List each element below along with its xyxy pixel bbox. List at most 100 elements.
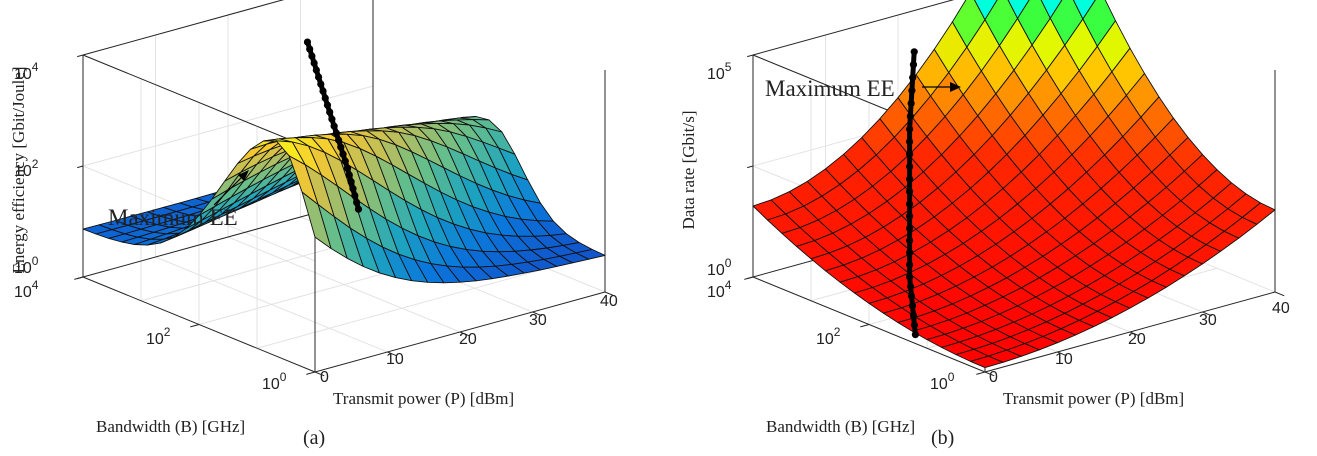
b-max-ee-point bbox=[908, 302, 917, 310]
a-max-ee-point bbox=[326, 108, 334, 116]
a-max-ee-point bbox=[306, 45, 314, 53]
b-max-ee-point bbox=[906, 112, 914, 120]
chart-a-caption: (a) bbox=[303, 427, 325, 449]
a-max-ee-point bbox=[319, 87, 327, 95]
a-surface-cell bbox=[575, 248, 606, 260]
b-ytick bbox=[976, 371, 986, 375]
b-xtick bbox=[984, 371, 995, 377]
b-max-ee-point bbox=[906, 188, 914, 196]
a-xtick bbox=[532, 311, 542, 317]
chart-a-annotation: Maximum EE bbox=[108, 205, 238, 230]
chart-a-ytick-label-1: 102 bbox=[146, 325, 171, 348]
b-max-ee-point bbox=[906, 282, 915, 291]
a-max-ee-point bbox=[343, 164, 352, 172]
a-max-ee-point bbox=[321, 94, 329, 102]
b-max-ee-point bbox=[906, 138, 914, 146]
chart-b-xtick-label-3: 30 bbox=[1199, 312, 1217, 329]
a-max-ee-point bbox=[332, 129, 340, 137]
a-max-ee-point bbox=[341, 157, 349, 165]
b-ztick bbox=[747, 54, 754, 58]
chart-b-xlabel: Transmit power (P) [dBm] bbox=[1003, 389, 1184, 408]
chart-a-xtick-label-3: 30 bbox=[529, 312, 547, 329]
chart-a-surface bbox=[82, 116, 606, 284]
b-max-ee-point bbox=[908, 86, 916, 95]
a-max-ee-point bbox=[339, 150, 347, 158]
chart-b: 105 100 104 102 100 0 10 20 30 40 Data r… bbox=[679, 0, 1290, 449]
b-xtick bbox=[1057, 351, 1067, 357]
b-xtick bbox=[1274, 291, 1285, 297]
b-xtick bbox=[1202, 311, 1212, 317]
a-max-ee-point bbox=[317, 80, 325, 88]
b-max-ee-point bbox=[906, 261, 914, 269]
chart-a-annotation-arrow bbox=[213, 173, 246, 206]
chart-a: 104 102 100 104 102 100 0 10 20 30 40 En… bbox=[9, 0, 618, 449]
b-ztick bbox=[747, 276, 754, 280]
chart-a-annotation-arrowhead bbox=[238, 170, 249, 181]
a-box-edge bbox=[82, 54, 316, 151]
a-xtick bbox=[387, 351, 397, 357]
a-max-ee-point bbox=[328, 115, 336, 123]
b-max-ee-point bbox=[906, 150, 914, 158]
b-max-ee-point bbox=[906, 175, 914, 183]
a-max-ee-point bbox=[334, 136, 343, 144]
b-max-ee-point bbox=[906, 163, 914, 171]
chart-b-xtick-label-2: 20 bbox=[1128, 331, 1146, 348]
chart-a-xtick-label-4: 40 bbox=[600, 293, 618, 310]
chart-a-xtick-label-1: 10 bbox=[386, 351, 404, 368]
chart-a-xtick-label-2: 20 bbox=[459, 331, 477, 348]
a-xtick bbox=[604, 291, 615, 297]
a-ytick bbox=[306, 371, 316, 375]
b-max-ee-point bbox=[906, 212, 914, 220]
chart-b-annotation: Maximum EE bbox=[765, 76, 895, 101]
a-max-ee-point bbox=[312, 66, 320, 74]
a-ztick bbox=[77, 165, 84, 169]
b-max-ee-point bbox=[911, 331, 920, 339]
chart-a-ytick-label-0: 100 bbox=[262, 370, 287, 393]
b-ytick bbox=[860, 324, 870, 328]
a-xtick bbox=[459, 331, 470, 337]
a-ztick bbox=[77, 276, 84, 280]
a-max-ee-point bbox=[310, 59, 318, 67]
b-box-edge bbox=[752, 0, 955, 56]
chart-b-ylabel: Bandwidth (B) [GHz] bbox=[766, 417, 915, 436]
b-max-ee-point bbox=[906, 125, 914, 133]
b-max-ee-point bbox=[907, 99, 915, 108]
b-xtick bbox=[1129, 331, 1140, 337]
b-max-ee-point bbox=[906, 200, 914, 208]
a-max-ee-point bbox=[330, 122, 338, 130]
chart-b-ytick-label-1: 102 bbox=[816, 325, 841, 348]
b-max-ee-point bbox=[906, 249, 914, 257]
b-surface-cell bbox=[1040, 0, 1063, 19]
chart-b-ztick-label-0: 100 bbox=[707, 256, 732, 279]
chart-b-xtick-label-0: 0 bbox=[989, 369, 998, 386]
a-grid-floor-y bbox=[256, 267, 548, 349]
b-max-ee-point bbox=[909, 74, 917, 82]
chart-b-zlabel: Data rate [Gbit/s] bbox=[679, 111, 698, 230]
chart-b-ytick-label-2: 104 bbox=[707, 278, 732, 301]
a-max-ee-point bbox=[347, 178, 355, 186]
chart-a-xtick-label-0: 0 bbox=[320, 369, 329, 386]
chart-b-annotation-arrowhead bbox=[950, 82, 961, 92]
chart-b-surface bbox=[752, 0, 1276, 369]
b-max-ee-point bbox=[906, 236, 914, 245]
b-max-ee-point bbox=[910, 48, 918, 56]
a-max-ee-point bbox=[303, 38, 312, 46]
a-max-ee-point bbox=[314, 73, 323, 81]
chart-b-max-ee-curve bbox=[906, 48, 920, 339]
chart-a-ylabel: Bandwidth (B) [GHz] bbox=[96, 417, 245, 436]
chart-a-xlabel: Transmit power (P) [dBm] bbox=[333, 389, 514, 408]
a-ytick bbox=[190, 324, 200, 328]
chart-a-ytick-label-2: 104 bbox=[14, 278, 39, 301]
a-box-edge bbox=[82, 0, 285, 56]
a-ztick bbox=[77, 54, 84, 58]
a-max-ee-point bbox=[337, 143, 345, 151]
a-max-ee-point bbox=[323, 101, 332, 109]
chart-a-zlabel: Energy efficiency [Gbit/Joule] bbox=[9, 66, 28, 273]
b-max-ee-point bbox=[909, 311, 918, 319]
b-max-ee-point bbox=[906, 224, 914, 232]
b-max-ee-point bbox=[910, 321, 919, 329]
a-max-ee-point bbox=[351, 191, 359, 200]
a-max-ee-point bbox=[353, 198, 361, 207]
a-max-ee-point bbox=[308, 52, 316, 60]
